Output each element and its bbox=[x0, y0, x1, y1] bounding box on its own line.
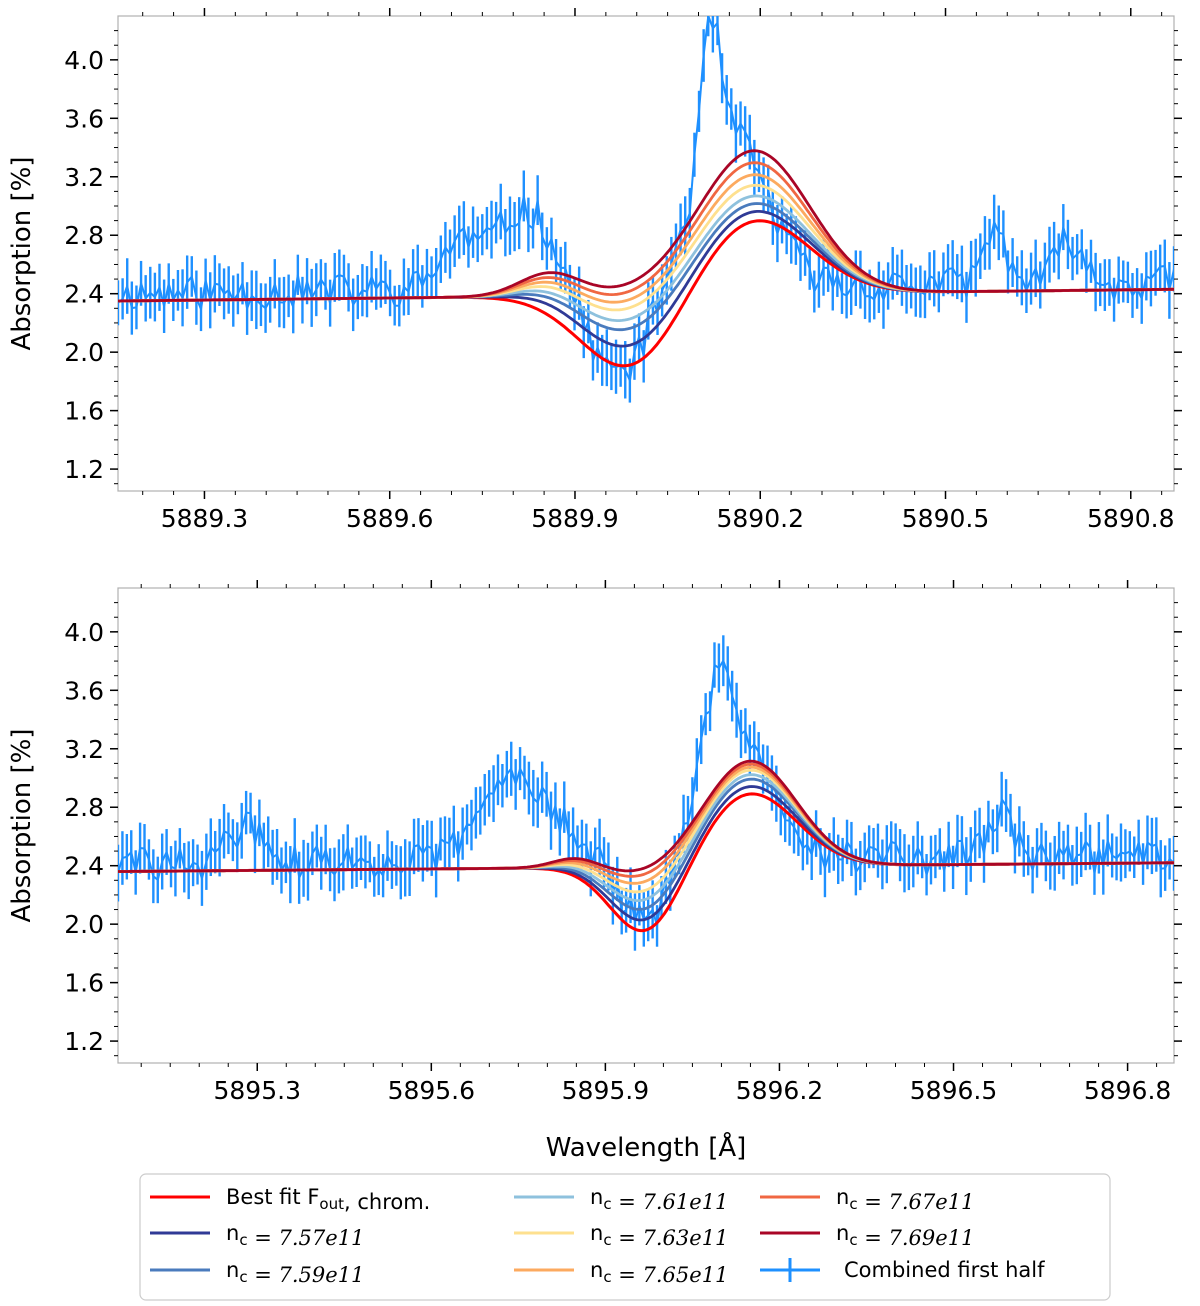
x-tick-label: 5890.5 bbox=[902, 504, 989, 533]
x-tick-label: 5896.2 bbox=[736, 1076, 823, 1105]
legend-item: nc = 7.67e11 bbox=[760, 1185, 974, 1214]
y-tick-label: 3.2 bbox=[64, 735, 104, 764]
observed-series bbox=[118, 635, 1174, 951]
x-tick-label: 5889.3 bbox=[161, 504, 248, 533]
observed-series bbox=[118, 16, 1174, 403]
y-tick-label: 4.0 bbox=[64, 618, 104, 647]
legend-item: Combined first half bbox=[760, 1258, 1045, 1282]
x-tick-label: 5895.9 bbox=[562, 1076, 649, 1105]
y-tick-label: 2.8 bbox=[64, 793, 104, 822]
x-tick-label: 5889.6 bbox=[346, 504, 433, 533]
bottom-panel: 5895.3 5895.6 5895.9 5896.2 5896.5 5896.8 1.2 1… bbox=[7, 580, 1182, 1105]
model-curves bbox=[118, 759, 1174, 933]
x-tick-label: 5895.6 bbox=[388, 1076, 475, 1105]
x-tick-label: 5890.2 bbox=[717, 504, 804, 533]
observed-line bbox=[118, 16, 1174, 385]
legend-label: nc = 7.59e11 bbox=[226, 1258, 364, 1287]
top-panel: 5889.3 5889.6 5889.9 5890.2 5890.5 5890.8 1.2 1… bbox=[7, 8, 1182, 533]
y-tick-label: 1.2 bbox=[64, 455, 104, 484]
y-tick-label: 2.4 bbox=[64, 852, 104, 881]
legend-label: Best fit Fout, chrom. bbox=[226, 1185, 430, 1214]
legend: Best fit Fout, chrom. nc = 7.57e11 nc = 7.… bbox=[139, 1173, 1111, 1301]
x-tick-label: 5890.8 bbox=[1087, 504, 1174, 533]
model-curve-3 bbox=[118, 194, 1174, 323]
legend-label: nc = 7.63e11 bbox=[590, 1221, 728, 1250]
legend-label: nc = 7.61e11 bbox=[590, 1185, 728, 1214]
model-curve-6 bbox=[118, 161, 1174, 303]
x-tick-label: 5896.8 bbox=[1084, 1076, 1171, 1105]
legend-label: nc = 7.57e11 bbox=[226, 1221, 364, 1250]
legend-item: nc = 7.59e11 bbox=[150, 1258, 364, 1287]
legend-label: nc = 7.67e11 bbox=[836, 1185, 974, 1214]
legend-frame bbox=[139, 1173, 1111, 1301]
y-tick-label: 2.0 bbox=[64, 338, 104, 367]
legend-item: nc = 7.65e11 bbox=[514, 1258, 728, 1287]
observed-line bbox=[118, 658, 1174, 927]
x-axis-title: Wavelength [Å] bbox=[546, 1131, 747, 1163]
y-tick-label: 3.6 bbox=[64, 104, 104, 133]
legend-label: Combined first half bbox=[844, 1258, 1045, 1282]
y-tick-label: 2.4 bbox=[64, 280, 104, 309]
legend-item: nc = 7.63e11 bbox=[514, 1221, 728, 1250]
y-tick-label: 2.8 bbox=[64, 221, 104, 250]
axes-frame bbox=[117, 15, 1175, 492]
y-tick-label: 4.0 bbox=[64, 46, 104, 75]
y-tick-label: 3.2 bbox=[64, 163, 104, 192]
y-tick-label: 1.2 bbox=[64, 1027, 104, 1056]
y-axis-title: Absorption [%] bbox=[7, 157, 37, 351]
y-tick-label: 2.0 bbox=[64, 910, 104, 939]
x-tick-label: 5895.3 bbox=[214, 1076, 301, 1105]
model-curve-7 bbox=[118, 759, 1174, 873]
model-curves bbox=[118, 149, 1174, 368]
y-tick-label: 1.6 bbox=[64, 397, 104, 426]
legend-label: nc = 7.69e11 bbox=[836, 1221, 974, 1250]
axes-frame bbox=[117, 587, 1175, 1064]
x-tick-label: 5889.9 bbox=[531, 504, 618, 533]
model-curve-7 bbox=[118, 149, 1174, 303]
x-tick-label: 5896.5 bbox=[910, 1076, 997, 1105]
y-tick-label: 3.6 bbox=[64, 676, 104, 705]
y-axis-title: Absorption [%] bbox=[7, 729, 37, 923]
legend-item: nc = 7.61e11 bbox=[514, 1185, 728, 1214]
y-tick-label: 1.6 bbox=[64, 969, 104, 998]
legend-item: nc = 7.57e11 bbox=[150, 1221, 364, 1250]
legend-item: Best fit Fout, chrom. bbox=[150, 1185, 430, 1214]
legend-label: nc = 7.65e11 bbox=[590, 1258, 728, 1287]
legend-item: nc = 7.69e11 bbox=[760, 1221, 974, 1250]
